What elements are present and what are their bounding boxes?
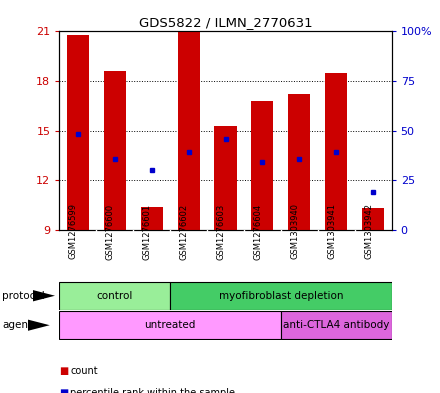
Text: GSM1303940: GSM1303940 <box>290 204 299 259</box>
Bar <box>281 311 392 340</box>
Text: GSM1303942: GSM1303942 <box>364 204 373 259</box>
Text: GSM1276602: GSM1276602 <box>180 203 189 259</box>
Text: ■: ■ <box>59 388 69 393</box>
Text: GSM1276604: GSM1276604 <box>253 203 262 259</box>
Bar <box>104 71 126 230</box>
Text: GSM1303941: GSM1303941 <box>327 204 336 259</box>
Text: GSM1276601: GSM1276601 <box>143 203 152 259</box>
Text: control: control <box>96 291 133 301</box>
Polygon shape <box>28 320 50 331</box>
Title: GDS5822 / ILMN_2770631: GDS5822 / ILMN_2770631 <box>139 16 312 29</box>
Bar <box>177 31 200 230</box>
Bar <box>288 94 310 230</box>
Bar <box>170 281 392 310</box>
Text: anti-CTLA4 antibody: anti-CTLA4 antibody <box>283 320 389 330</box>
Bar <box>141 207 163 230</box>
Bar <box>59 281 170 310</box>
Text: protocol: protocol <box>2 291 45 301</box>
Bar <box>325 73 347 230</box>
Text: GSM1276600: GSM1276600 <box>106 203 115 259</box>
Text: GSM1276603: GSM1276603 <box>216 203 225 259</box>
Bar <box>362 208 384 230</box>
Text: ■: ■ <box>59 366 69 376</box>
Text: count: count <box>70 366 98 376</box>
Text: GSM1276599: GSM1276599 <box>69 204 78 259</box>
Text: myofibroblast depletion: myofibroblast depletion <box>219 291 343 301</box>
Bar <box>67 35 89 230</box>
Text: agent: agent <box>2 320 32 330</box>
Bar <box>59 311 281 340</box>
Bar <box>251 101 274 230</box>
Text: untreated: untreated <box>144 320 196 330</box>
Polygon shape <box>33 290 55 301</box>
Bar <box>214 126 237 230</box>
Text: percentile rank within the sample: percentile rank within the sample <box>70 388 235 393</box>
